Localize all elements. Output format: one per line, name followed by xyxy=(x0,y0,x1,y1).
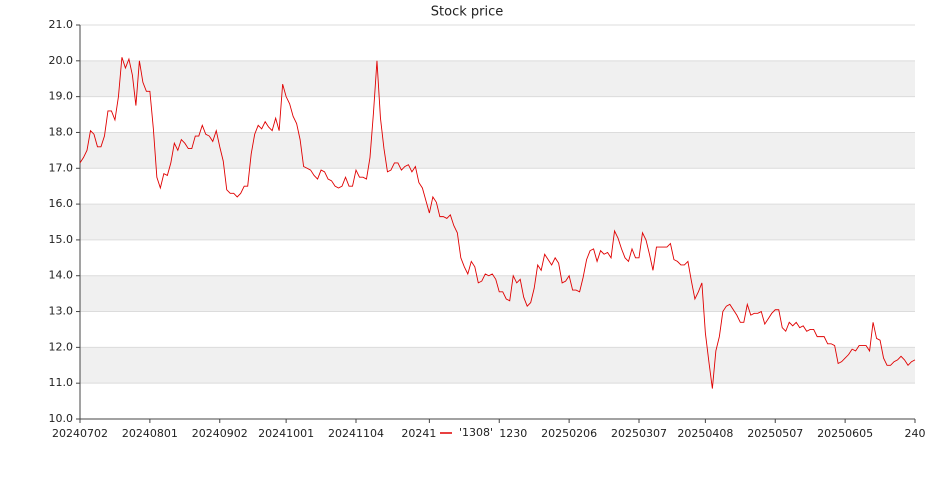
y-tick-label: 20.0 xyxy=(49,54,74,67)
x-tick-label: 20250206 xyxy=(541,427,597,440)
y-tick-label: 10.0 xyxy=(49,412,74,425)
x-tick-label: 20240801 xyxy=(122,427,178,440)
y-tick-label: 12.0 xyxy=(49,340,74,353)
legend: '1308' xyxy=(437,424,500,442)
grid-band xyxy=(80,60,915,97)
x-tick-label: 20250507 xyxy=(747,427,803,440)
x-tick-label: 20250605 xyxy=(817,427,873,440)
x-tick-label: 20240702 xyxy=(52,427,108,440)
grid-band xyxy=(80,204,915,240)
y-tick-label: 16.0 xyxy=(49,197,74,210)
x-tick-label: 240 xyxy=(905,427,926,440)
grid-band xyxy=(80,275,915,312)
y-tick-label: 14.0 xyxy=(49,269,74,282)
price-line xyxy=(79,57,916,389)
grid-band xyxy=(80,132,915,169)
x-tick-label: 20241001 xyxy=(258,427,314,440)
x-tick-label: 20250408 xyxy=(677,427,733,440)
x-tick-label: 20241104 xyxy=(328,427,384,440)
y-tick-label: 18.0 xyxy=(49,125,74,138)
grid-band xyxy=(80,347,915,384)
x-tick-label: 20250307 xyxy=(611,427,667,440)
y-tick-label: 15.0 xyxy=(49,233,74,246)
legend-label: '1308' xyxy=(459,426,493,439)
x-tick-label: 20240902 xyxy=(192,427,248,440)
legend-box xyxy=(437,424,500,442)
y-tick-label: 11.0 xyxy=(49,376,74,389)
chart-title: Stock price xyxy=(431,5,503,20)
y-tick-label: 19.0 xyxy=(49,90,74,103)
y-tick-label: 17.0 xyxy=(49,161,74,174)
y-tick-label: 13.0 xyxy=(49,305,74,318)
y-tick-label: 21.0 xyxy=(49,18,74,31)
